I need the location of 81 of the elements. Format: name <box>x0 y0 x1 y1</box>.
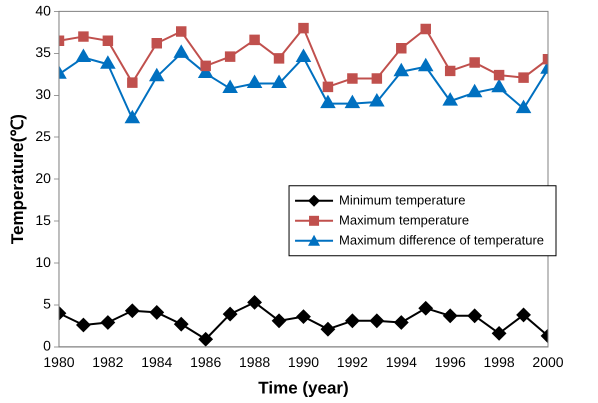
y-tick-label: 15 <box>35 212 52 228</box>
x-tick-label: 1990 <box>288 354 320 370</box>
point <box>320 96 335 108</box>
point <box>174 45 188 58</box>
point <box>274 53 284 64</box>
point <box>176 26 186 37</box>
y-tick-label: 35 <box>35 44 52 60</box>
y-tick-label: 30 <box>35 86 52 102</box>
point <box>127 77 138 88</box>
x-tick-label: 1992 <box>336 354 368 370</box>
point <box>370 314 384 328</box>
point <box>76 50 90 62</box>
point <box>248 76 262 88</box>
point <box>102 36 114 46</box>
point <box>150 68 164 82</box>
point <box>298 22 309 34</box>
point <box>125 110 140 124</box>
point <box>76 318 90 332</box>
x-axis-title: Time (year) <box>258 378 349 398</box>
y-tick-label: 10 <box>35 254 52 270</box>
point <box>200 60 211 72</box>
point <box>372 73 382 84</box>
x-tick-label: 1998 <box>484 354 515 370</box>
y-tick-label: 40 <box>35 2 52 18</box>
y-tick-label: 5 <box>43 296 52 312</box>
point <box>296 310 310 324</box>
point <box>394 315 408 330</box>
legend-label: Minimum temperature <box>339 192 466 208</box>
point <box>443 93 458 106</box>
point <box>223 307 238 322</box>
point <box>296 50 311 62</box>
legend-label: Maximum temperature <box>339 212 470 228</box>
point <box>468 84 482 98</box>
point <box>78 31 89 42</box>
point <box>494 70 504 80</box>
point <box>347 73 358 84</box>
point <box>272 314 286 328</box>
point <box>345 96 360 108</box>
point <box>224 51 236 62</box>
y-tick-label: 20 <box>35 170 52 186</box>
point <box>418 58 433 72</box>
point <box>443 308 458 323</box>
x-tick-label: 1996 <box>434 354 466 370</box>
x-tick-label: 1982 <box>92 354 124 370</box>
point <box>100 56 115 69</box>
point <box>320 322 335 336</box>
point <box>444 66 456 76</box>
point <box>322 82 334 92</box>
point <box>516 308 531 322</box>
x-tick-label: 1986 <box>190 354 222 370</box>
point <box>370 94 384 106</box>
point <box>100 315 115 330</box>
y-axis-title: Temperature(℃) <box>8 114 27 244</box>
point <box>394 64 408 76</box>
point <box>345 314 360 328</box>
point <box>492 326 506 340</box>
point <box>125 304 140 318</box>
point <box>150 305 164 320</box>
point <box>249 34 260 46</box>
x-tick-label: 1980 <box>43 354 75 370</box>
point <box>418 301 433 316</box>
point <box>396 43 407 54</box>
point <box>492 80 506 92</box>
point <box>516 100 531 114</box>
x-tick-label: 1988 <box>239 354 270 370</box>
x-tick-label: 1984 <box>141 354 173 370</box>
x-tick-label: 1994 <box>386 354 418 370</box>
x-tick-label: 2000 <box>532 354 564 370</box>
point <box>152 38 162 49</box>
point <box>518 72 529 83</box>
point <box>198 332 213 346</box>
point <box>420 24 431 34</box>
point <box>248 295 262 310</box>
point <box>223 80 238 94</box>
point <box>174 317 188 332</box>
point <box>469 57 480 68</box>
y-tick-label: 25 <box>35 128 52 144</box>
point <box>468 308 482 323</box>
point <box>272 76 286 88</box>
legend-label: Maximum difference of temperature <box>339 232 544 248</box>
y-tick-label: 0 <box>43 338 52 354</box>
